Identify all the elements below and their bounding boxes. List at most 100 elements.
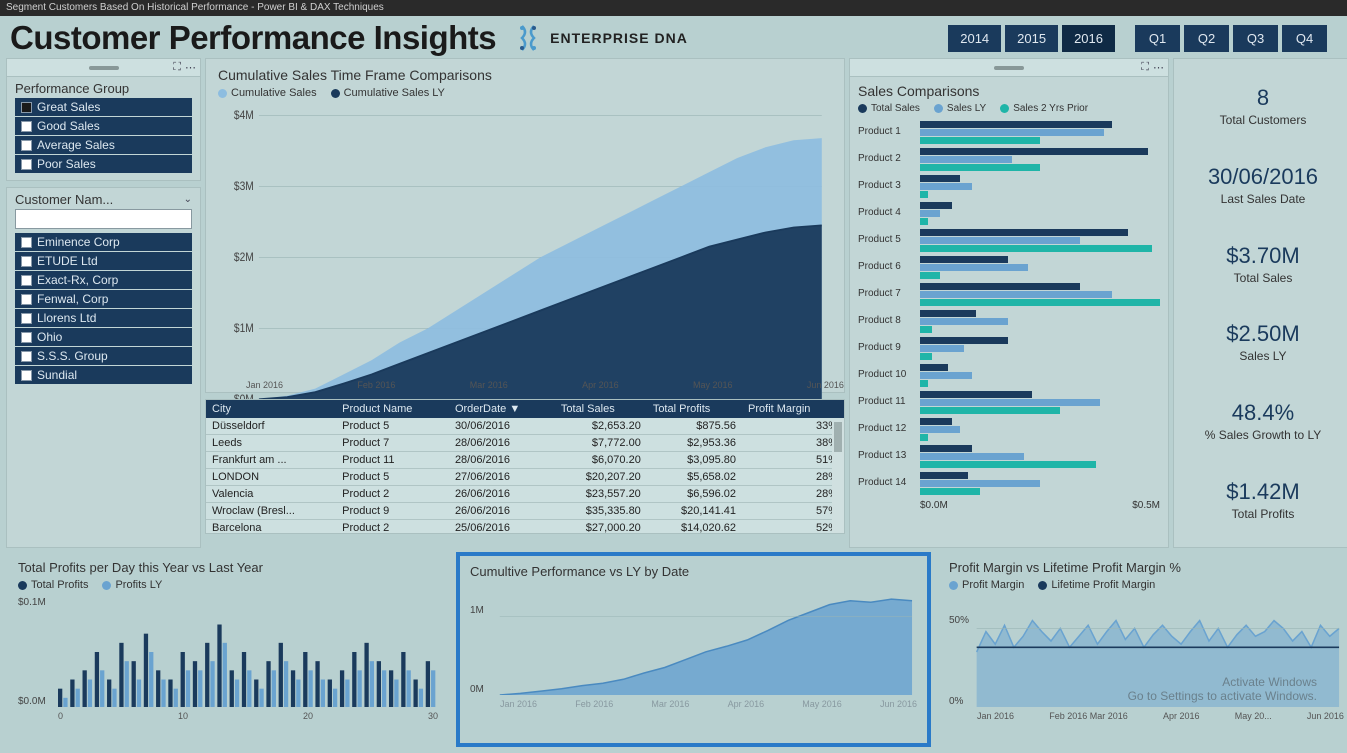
more-icon[interactable]: ⋯ xyxy=(1153,61,1164,74)
table-row[interactable]: Frankfurt am ...Product 1128/06/2016$6,0… xyxy=(206,452,844,469)
customer-item[interactable]: Eminence Corp xyxy=(15,233,192,251)
checkbox-icon xyxy=(21,370,32,381)
customer-item[interactable]: Ohio xyxy=(15,328,192,346)
legend-item: Cumulative Sales xyxy=(218,87,317,99)
quarter-button-Q3[interactable]: Q3 xyxy=(1233,25,1278,52)
checkbox-icon xyxy=(21,332,32,343)
customer-item[interactable]: ETUDE Ltd xyxy=(15,252,192,270)
kpi-card: $1.42MTotal Profits xyxy=(1178,479,1347,521)
table-row[interactable]: BarcelonaProduct 225/06/2016$27,000.20$1… xyxy=(206,520,844,535)
product-bar-row[interactable]: Product 1 xyxy=(858,118,1160,145)
product-bar-row[interactable]: Product 13 xyxy=(858,442,1160,469)
product-bar-row[interactable]: Product 7 xyxy=(858,280,1160,307)
kpi-card: 48.4%% Sales Growth to LY xyxy=(1178,400,1347,442)
legend-item: Sales LY xyxy=(934,103,986,114)
col-header[interactable]: Total Profits xyxy=(647,400,742,418)
year-button-2014[interactable]: 2014 xyxy=(948,25,1001,52)
b2-title: Cumultive Performance vs LY by Date xyxy=(470,564,917,579)
product-bar-row[interactable]: Product 14 xyxy=(858,469,1160,496)
perf-group-item[interactable]: Poor Sales xyxy=(15,155,192,173)
legend-item: Cumulative Sales LY xyxy=(331,87,445,99)
kpi-card: $3.70MTotal Sales xyxy=(1178,243,1347,285)
product-bar-row[interactable]: Product 11 xyxy=(858,388,1160,415)
drag-handle-icon[interactable] xyxy=(994,66,1024,70)
scrollbar[interactable] xyxy=(832,420,844,533)
dna-icon xyxy=(514,24,542,52)
customer-item[interactable]: Llorens Ltd xyxy=(15,309,192,327)
cumulative-chart[interactable]: Cumulative Sales Time Frame Comparisons … xyxy=(205,58,845,393)
col-header[interactable]: Total Sales xyxy=(555,400,647,418)
product-bar-row[interactable]: Product 6 xyxy=(858,253,1160,280)
windows-watermark: Activate WindowsGo to Settings to activa… xyxy=(1128,675,1317,703)
b2-svg xyxy=(470,585,917,695)
checkbox-icon xyxy=(21,275,32,286)
legend-item: Total Profits xyxy=(18,579,88,591)
table-row[interactable]: DüsseldorfProduct 530/06/2016$2,653.20$8… xyxy=(206,418,844,435)
table-row[interactable]: ValenciaProduct 226/06/2016$23,557.20$6,… xyxy=(206,486,844,503)
svg-text:$1M: $1M xyxy=(234,322,254,335)
product-bar-row[interactable]: Product 4 xyxy=(858,199,1160,226)
perf-group-item[interactable]: Average Sales xyxy=(15,136,192,154)
legend-item: Total Sales xyxy=(858,103,920,114)
quarter-button-Q4[interactable]: Q4 xyxy=(1282,25,1327,52)
checkbox-icon xyxy=(21,313,32,324)
checkbox-icon xyxy=(21,140,32,151)
more-icon[interactable]: ⋯ xyxy=(185,61,196,74)
table-row[interactable]: Wroclaw (Bresl...Product 926/06/2016$35,… xyxy=(206,503,844,520)
profits-per-day-chart[interactable]: Total Profits per Day this Year vs Last … xyxy=(8,552,448,747)
window-titlebar: Segment Customers Based On Historical Pe… xyxy=(0,0,1347,16)
table-row[interactable]: LONDONProduct 527/06/2016$20,207.20$5,65… xyxy=(206,469,844,486)
customer-item[interactable]: S.S.S. Group xyxy=(15,347,192,365)
customer-item[interactable]: Exact-Rx, Corp xyxy=(15,271,192,289)
perf-group-panel: ⛶⋯ Performance Group Great SalesGood Sal… xyxy=(6,58,201,181)
kpi-card: 30/06/2016Last Sales Date xyxy=(1178,164,1347,206)
year-button-2015[interactable]: 2015 xyxy=(1005,25,1058,52)
customer-item[interactable]: Fenwal, Corp xyxy=(15,290,192,308)
kpi-card: $2.50MSales LY xyxy=(1178,321,1347,363)
margin-chart[interactable]: Profit Margin vs Lifetime Profit Margin … xyxy=(939,552,1347,747)
table-row[interactable]: LeedsProduct 728/06/2016$7,772.00$2,953.… xyxy=(206,435,844,452)
legend-item: Lifetime Profit Margin xyxy=(1038,579,1155,591)
focus-icon[interactable]: ⛶ xyxy=(1141,61,1149,74)
quarter-slicer: Q1Q2Q3Q4 xyxy=(1135,25,1327,52)
checkbox-icon xyxy=(21,294,32,305)
report-header: Customer Performance Insights ENTERPRISE… xyxy=(0,16,1347,58)
col-header[interactable]: City xyxy=(206,400,336,418)
product-bar-row[interactable]: Product 3 xyxy=(858,172,1160,199)
cum-perf-chart[interactable]: Cumultive Performance vs LY by Date 1M 0… xyxy=(456,552,931,747)
product-bar-row[interactable]: Product 9 xyxy=(858,334,1160,361)
perf-group-item[interactable]: Good Sales xyxy=(15,117,192,135)
customer-item[interactable]: Sundial xyxy=(15,366,192,384)
product-bar-row[interactable]: Product 10 xyxy=(858,361,1160,388)
checkbox-icon xyxy=(21,102,32,113)
panel-header[interactable]: ⛶⋯ xyxy=(7,59,200,77)
focus-icon[interactable]: ⛶ xyxy=(173,61,181,74)
product-bar-row[interactable]: Product 8 xyxy=(858,307,1160,334)
legend-item: Sales 2 Yrs Prior xyxy=(1000,103,1088,114)
sales-table[interactable]: CityProduct NameOrderDate ▼Total SalesTo… xyxy=(205,399,845,534)
product-bar-row[interactable]: Product 5 xyxy=(858,226,1160,253)
col-header[interactable]: OrderDate ▼ xyxy=(449,400,555,418)
product-bar-row[interactable]: Product 12 xyxy=(858,415,1160,442)
checkbox-icon xyxy=(21,256,32,267)
checkbox-icon xyxy=(21,121,32,132)
quarter-button-Q1[interactable]: Q1 xyxy=(1135,25,1180,52)
year-button-2016[interactable]: 2016 xyxy=(1062,25,1115,52)
kpi-panel: 8Total Customers 30/06/2016Last Sales Dat… xyxy=(1173,58,1347,548)
perf-group-item[interactable]: Great Sales xyxy=(15,98,192,116)
b3-title: Profit Margin vs Lifetime Profit Margin … xyxy=(949,560,1344,575)
chevron-down-icon[interactable]: ⌄ xyxy=(184,194,192,205)
col-header[interactable]: Product Name xyxy=(336,400,449,418)
b1-title: Total Profits per Day this Year vs Last … xyxy=(18,560,438,575)
panel-header[interactable]: ⛶⋯ xyxy=(850,59,1168,77)
sales-comp-title: Sales Comparisons xyxy=(858,83,1160,99)
customer-search-input[interactable] xyxy=(15,209,192,229)
quarter-button-Q2[interactable]: Q2 xyxy=(1184,25,1229,52)
product-bar-row[interactable]: Product 2 xyxy=(858,145,1160,172)
drag-handle-icon[interactable] xyxy=(89,66,119,70)
col-header[interactable]: Profit Margin xyxy=(742,400,844,418)
checkbox-icon xyxy=(21,159,32,170)
kpi-card: 8Total Customers xyxy=(1178,85,1347,127)
brand-text: ENTERPRISE DNA xyxy=(550,30,688,46)
b1-svg xyxy=(18,597,438,707)
